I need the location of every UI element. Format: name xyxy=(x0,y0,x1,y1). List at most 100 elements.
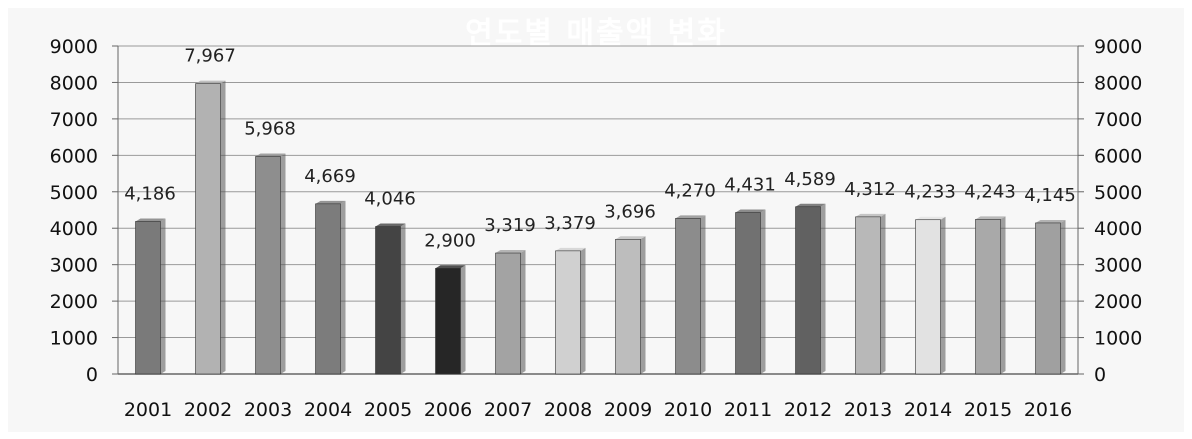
bar-top xyxy=(615,236,646,240)
data-labels: 4,186 7,967 5,968 4,669 4,046 2,900 3,319 3,379… xyxy=(124,46,1076,252)
bar-2012 xyxy=(795,206,821,375)
x-tick-label: 2016 xyxy=(1024,399,1072,421)
y2-tick-label: 9000 xyxy=(1094,36,1142,58)
bar-side xyxy=(580,247,586,374)
y2-tick-label: 5000 xyxy=(1094,182,1142,204)
data-label: 4,589 xyxy=(784,169,836,190)
bars xyxy=(135,80,1066,375)
bar-side xyxy=(880,213,886,374)
data-label: 4,233 xyxy=(904,182,956,203)
y2-tick-label: 2000 xyxy=(1094,291,1142,313)
data-label: 4,145 xyxy=(1024,185,1076,206)
bar-top xyxy=(735,209,766,213)
x-tick-label: 2012 xyxy=(784,399,832,421)
y-tick-label: 6000 xyxy=(50,145,98,167)
x-tick-label: 2003 xyxy=(244,399,292,421)
data-label: 5,968 xyxy=(244,118,296,139)
x-tick-label: 2002 xyxy=(184,399,232,421)
x-tick-label: 2011 xyxy=(724,399,772,421)
x-tick-label: 2008 xyxy=(544,399,592,421)
bar-2014 xyxy=(915,219,941,375)
bar-top xyxy=(975,216,1006,220)
data-label: 4,312 xyxy=(844,179,896,200)
tick-labels: 0 0 1000 1000 2000 2000 3000 3000 4000 4000 5000 50… xyxy=(50,36,1143,421)
bar-side xyxy=(520,250,526,374)
bar-2005 xyxy=(375,226,401,375)
data-label: 4,186 xyxy=(124,183,176,204)
y-tick-label: 9000 xyxy=(50,36,98,58)
x-tick-label: 2009 xyxy=(604,399,652,421)
bar-top xyxy=(495,250,526,254)
bar-side xyxy=(820,203,826,374)
data-label: 4,270 xyxy=(664,180,716,201)
x-tick-label: 2005 xyxy=(364,399,412,421)
bar-top xyxy=(255,153,286,157)
bar-side xyxy=(700,215,706,374)
bar-top xyxy=(135,218,166,222)
bar-2010 xyxy=(675,218,701,375)
bar-side xyxy=(280,153,286,374)
y2-tick-label: 8000 xyxy=(1094,72,1142,94)
y2-tick-label: 0 xyxy=(1094,364,1106,386)
bar-side xyxy=(1060,219,1066,374)
y2-tick-label: 3000 xyxy=(1094,255,1142,277)
bar-top xyxy=(855,213,886,217)
bar-side xyxy=(400,223,406,374)
x-tick-label: 2007 xyxy=(484,399,532,421)
data-label: 3,319 xyxy=(484,215,536,236)
bar-top xyxy=(795,203,826,207)
bar-2013 xyxy=(855,216,881,375)
y-tick-label: 5000 xyxy=(50,182,98,204)
bar-top xyxy=(675,215,706,219)
data-label: 3,696 xyxy=(604,201,656,222)
y-tick-label: 2000 xyxy=(50,291,98,313)
x-tick-label: 2013 xyxy=(844,399,892,421)
y-tick-label: 4000 xyxy=(50,218,98,240)
bar-top xyxy=(435,265,466,269)
y2-tick-label: 1000 xyxy=(1094,328,1142,350)
data-label: 2,900 xyxy=(424,230,476,251)
bar-2004 xyxy=(315,203,341,375)
chart-title: 연도별 매출액 변화 xyxy=(465,16,727,51)
bar-top xyxy=(915,216,946,220)
bar-side xyxy=(160,218,166,374)
y-tick-label: 7000 xyxy=(50,109,98,131)
bar-side xyxy=(640,236,646,374)
bar-top xyxy=(555,247,586,251)
bar-side xyxy=(460,265,466,374)
x-tick-label: 2014 xyxy=(904,399,952,421)
y2-tick-label: 4000 xyxy=(1094,218,1142,240)
data-label: 7,967 xyxy=(184,46,236,67)
bar-2015 xyxy=(975,219,1001,375)
bar-top xyxy=(195,80,226,84)
data-label: 4,431 xyxy=(724,175,776,196)
y2-tick-label: 7000 xyxy=(1094,109,1142,131)
x-tick-label: 2006 xyxy=(424,399,472,421)
bar-2008 xyxy=(555,250,581,375)
bar-side xyxy=(760,209,766,374)
bar-2009 xyxy=(615,239,641,375)
x-tick-label: 2001 xyxy=(124,399,172,421)
x-tick-label: 2004 xyxy=(304,399,352,421)
bar-2002 xyxy=(195,83,221,375)
data-label: 4,243 xyxy=(964,181,1016,202)
x-tick-label: 2010 xyxy=(664,399,712,421)
bar-side xyxy=(1000,216,1006,374)
y-tick-label: 0 xyxy=(86,364,98,386)
bar-top xyxy=(375,223,406,227)
bar-side xyxy=(940,216,946,374)
bar-2011 xyxy=(735,212,761,375)
y-tick-label: 3000 xyxy=(50,255,98,277)
bar-side xyxy=(220,80,226,375)
bar-2016 xyxy=(1035,222,1061,375)
y2-tick-label: 6000 xyxy=(1094,145,1142,167)
y-tick-label: 8000 xyxy=(50,72,98,94)
data-label: 3,379 xyxy=(544,213,596,234)
y-tick-label: 1000 xyxy=(50,328,98,350)
bar-2006 xyxy=(435,268,461,375)
bar-2001 xyxy=(135,221,161,375)
data-label: 4,046 xyxy=(364,189,416,210)
data-label: 4,669 xyxy=(304,166,356,187)
bar-top xyxy=(1035,219,1066,223)
